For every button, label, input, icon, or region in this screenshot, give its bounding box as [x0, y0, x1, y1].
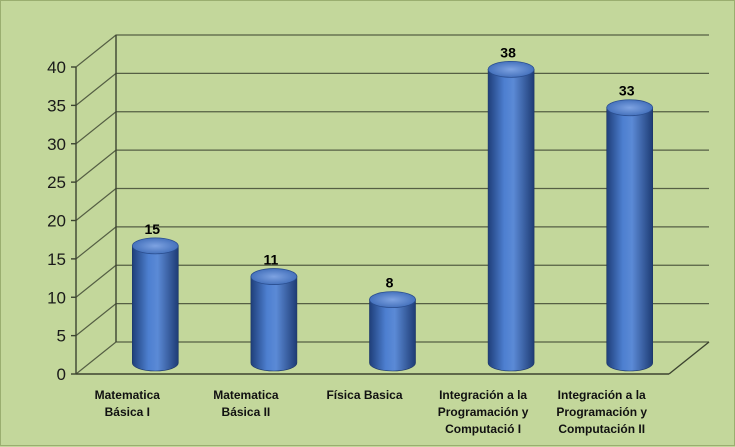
- x-tick-label-line: Básica I: [105, 405, 150, 419]
- x-tick-label-line: Matematica: [95, 388, 161, 402]
- gridline: [75, 34, 709, 68]
- bar-top: [369, 291, 416, 309]
- floor-right-edge: [668, 341, 710, 375]
- y-tick-label: 5: [57, 327, 66, 346]
- axes: [71, 35, 710, 375]
- x-tick-label-line: Matematica: [213, 388, 279, 402]
- bars: [131, 60, 654, 372]
- bar-body: [132, 245, 179, 372]
- x-axis-labels: Matematica Básica I Matematica Básica II Fís…: [95, 388, 648, 436]
- y-tick-label: 30: [47, 135, 66, 154]
- bar: [369, 291, 416, 372]
- y-tick-label: 15: [47, 250, 66, 269]
- data-label: 8: [386, 275, 394, 291]
- data-label: 11: [263, 252, 278, 268]
- x-tick-label-line: Básica II: [222, 405, 271, 419]
- data-label: 38: [500, 44, 516, 60]
- x-tick-label: Integración a la Programación y Computació…: [556, 388, 647, 436]
- bar: [606, 99, 654, 372]
- x-tick-label-line: Física Basica: [326, 388, 402, 402]
- bar-top: [131, 237, 179, 255]
- bar-top: [606, 99, 654, 117]
- x-tick-label-line: Integración a la: [558, 388, 646, 402]
- x-tick-label-line: Computació I: [445, 422, 521, 436]
- bar: [131, 237, 179, 372]
- y-tick-label: 40: [47, 58, 66, 77]
- bar-body: [369, 299, 416, 372]
- y-tick-label: 25: [47, 173, 66, 192]
- bar: [250, 268, 298, 372]
- data-labels: 15 11 8 38 33: [145, 44, 635, 290]
- bar-top: [487, 60, 535, 78]
- y-tick-label: 10: [47, 288, 66, 307]
- x-tick-label-line: Programación y: [438, 405, 529, 419]
- x-tick-label-line: Computación II: [558, 422, 645, 436]
- x-tick-label: Matematica Básica I: [95, 388, 161, 419]
- x-tick-label-line: Programación y: [556, 405, 647, 419]
- bar-body: [487, 69, 535, 372]
- bar-body: [606, 107, 653, 372]
- bar-body: [250, 276, 298, 372]
- x-tick-label: Matematica Básica II: [213, 388, 279, 419]
- bar: [487, 60, 535, 372]
- y-tick-label: 35: [47, 96, 66, 115]
- data-label: 33: [619, 83, 635, 99]
- x-tick-label: Física Basica: [326, 388, 402, 402]
- bar-top: [250, 268, 298, 285]
- x-tick-label-line: Integración a la: [439, 388, 527, 402]
- y-axis-ticks: 0 5 10 15 20 25 30 35 40: [47, 58, 66, 384]
- data-label: 15: [145, 221, 161, 237]
- x-tick-label: Integración a la Programación y Computació…: [438, 388, 529, 436]
- y-tick-label: 0: [57, 365, 66, 384]
- gridline: [75, 72, 709, 106]
- y-tick-label: 20: [47, 212, 66, 231]
